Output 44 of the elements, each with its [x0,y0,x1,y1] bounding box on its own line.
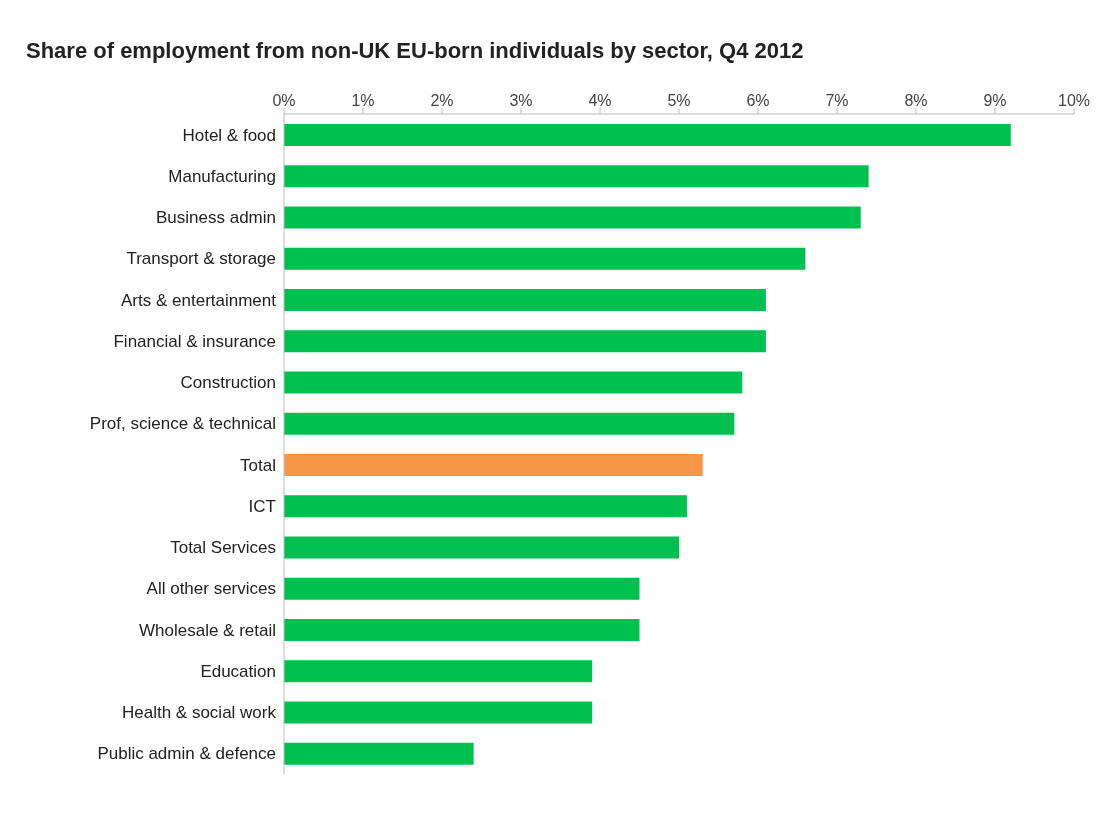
y-tick-label: Public admin & defence [97,744,276,764]
x-tick-label: 9% [983,92,1007,109]
x-tick-label: 2% [430,92,454,109]
bar [284,206,861,229]
y-tick-label: Arts & entertainment [121,290,277,310]
bar [284,495,687,518]
x-tick-label: 5% [667,92,691,109]
bar [284,577,640,600]
y-tick-label: Total Services [170,538,276,558]
y-tick-label: Transport & storage [126,249,276,269]
bar [284,701,593,724]
y-tick-label: Prof, science & technical [89,414,276,434]
x-tick-label: 7% [825,92,849,109]
bar [284,619,640,641]
y-tick-label: Construction [180,373,276,393]
y-tick-label: Wholesale & retail [138,620,276,640]
y-tick-label: All other services [146,579,276,599]
x-tick-label: 0% [272,92,296,109]
bar [284,247,806,270]
bar [284,660,593,683]
y-tick-label: ICT [248,496,276,516]
y-tick-label: Total [240,455,276,475]
y-tick-label: Education [200,661,276,681]
x-tick-label: 3% [509,92,533,109]
x-tick-label: 1% [351,92,375,109]
bar [284,742,474,765]
y-tick-label: Business admin [155,208,276,228]
x-tick-label: 4% [588,92,612,109]
bar [284,124,1011,146]
bar [284,454,703,476]
bar [284,371,743,394]
y-tick-label: Financial & insurance [113,331,276,351]
bar [284,289,766,311]
bar [284,536,679,559]
y-tick-label: Health & social work [121,703,277,723]
bar [284,330,766,353]
x-tick-label: 6% [746,92,770,109]
bar [284,165,869,188]
y-tick-label: Hotel & food [182,125,276,145]
x-tick-label: 8% [904,92,928,109]
bar [284,412,735,435]
x-tick-label: 10% [1057,92,1091,109]
y-tick-label: Manufacturing [168,166,276,186]
chart-title: Share of employment from non-UK EU-born individuals by sector, Q4 2012 [25,37,805,64]
